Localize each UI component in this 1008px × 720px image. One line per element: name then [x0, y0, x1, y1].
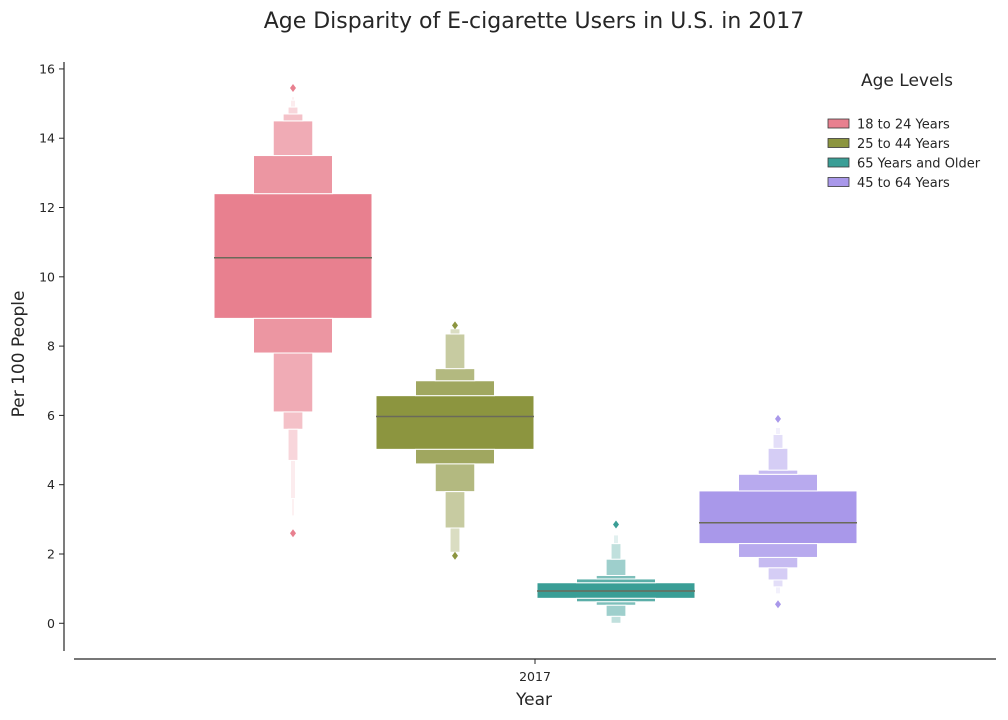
y-tick-label: 4	[47, 477, 55, 492]
legend-title: Age Levels	[861, 71, 953, 91]
boxen-level-box	[449, 328, 461, 335]
boxen-level-box	[415, 380, 495, 397]
y-tick-label: 6	[47, 408, 55, 423]
boxen-level-box	[444, 333, 466, 370]
legend-entry-label: 45 to 64 Years	[857, 176, 950, 191]
legend: Age Levels 18 to 24 Years 25 to 44 Years 6…	[827, 71, 981, 191]
boxen-series	[213, 83, 373, 538]
y-tick-label: 14	[39, 131, 55, 146]
outlier-point	[613, 520, 619, 529]
boxen-level-box	[291, 96, 295, 101]
boxen-level-box	[595, 574, 637, 580]
boxen-series	[536, 520, 696, 624]
legend-swatch	[827, 157, 850, 168]
outlier-point	[452, 551, 458, 560]
boxen-level-box	[213, 193, 373, 319]
boxen-level-box	[434, 368, 476, 382]
boxen-level-box	[595, 601, 637, 606]
boxen-level-box	[610, 543, 622, 560]
boxen-level-box	[415, 448, 495, 465]
y-tick-label: 8	[47, 339, 55, 354]
boxen-level-box	[290, 99, 296, 108]
boxen-level-box	[738, 543, 818, 558]
x-axis-ticks: 2017	[519, 659, 551, 684]
legend-items: 18 to 24 Years 25 to 44 Years 65 Years and…	[827, 118, 981, 191]
boxen-level-box	[287, 106, 299, 115]
boxen-level-box	[282, 411, 304, 430]
y-axis-label: Per 100 People	[9, 291, 29, 418]
boxen-level-box	[767, 447, 789, 471]
outlier-point	[290, 529, 296, 538]
chart-title: Age Disparity of E-cigarette Users in U.…	[264, 9, 805, 34]
boxen-level-box	[576, 597, 656, 603]
boxen-level-box	[775, 586, 781, 595]
boxen-level-box	[272, 120, 314, 157]
boxen-level-box	[757, 469, 799, 475]
boxen-series-group	[213, 83, 858, 624]
boxen-level-box	[282, 113, 304, 122]
outlier-point	[775, 600, 781, 609]
boxen-level-box	[576, 578, 656, 584]
y-axis-ticks: 0 2 4 6 8 10 12 14 16	[39, 61, 64, 631]
legend-swatch	[827, 138, 850, 148]
boxen-level-box	[698, 490, 858, 545]
boxen-level-box	[605, 604, 627, 617]
boxen-level-box	[610, 615, 622, 624]
outlier-point	[452, 321, 458, 330]
boxen-level-box	[291, 498, 295, 517]
boxen-level-box	[375, 395, 535, 450]
legend-swatch	[827, 118, 850, 129]
legend-entry-label: 65 Years and Older	[857, 157, 981, 172]
outlier-point	[775, 414, 781, 423]
boxen-level-box	[434, 463, 476, 493]
boxen-level-box	[253, 155, 333, 195]
legend-swatch	[827, 177, 850, 187]
y-tick-label: 0	[47, 616, 55, 631]
boxen-level-box	[605, 558, 627, 576]
boxen-level-box	[290, 459, 296, 500]
boxen-series	[698, 414, 858, 609]
legend-entry-label: 25 to 44 Years	[857, 137, 950, 152]
y-tick-label: 12	[39, 200, 55, 215]
boxen-level-box	[444, 491, 466, 529]
x-tick-label: 2017	[519, 669, 551, 684]
boxen-level-box	[757, 556, 799, 569]
x-axis-label: Year	[515, 690, 552, 710]
boxen-level-box	[613, 534, 619, 545]
boxen-level-box	[738, 473, 818, 492]
boxen-level-box	[253, 317, 333, 354]
y-tick-label: 16	[39, 61, 55, 76]
boxen-level-box	[772, 579, 784, 588]
outlier-point	[290, 83, 296, 92]
y-tick-label: 10	[39, 269, 55, 284]
boxen-level-box	[772, 433, 784, 449]
boxen-level-box	[272, 352, 314, 413]
boxen-level-box	[767, 567, 789, 581]
y-tick-label: 2	[47, 546, 55, 561]
boxen-level-box	[449, 527, 461, 553]
boxen-series	[375, 321, 535, 560]
boxen-level-box	[287, 428, 299, 461]
legend-entry-label: 18 to 24 Years	[857, 118, 950, 133]
boxen-level-box	[775, 427, 781, 435]
